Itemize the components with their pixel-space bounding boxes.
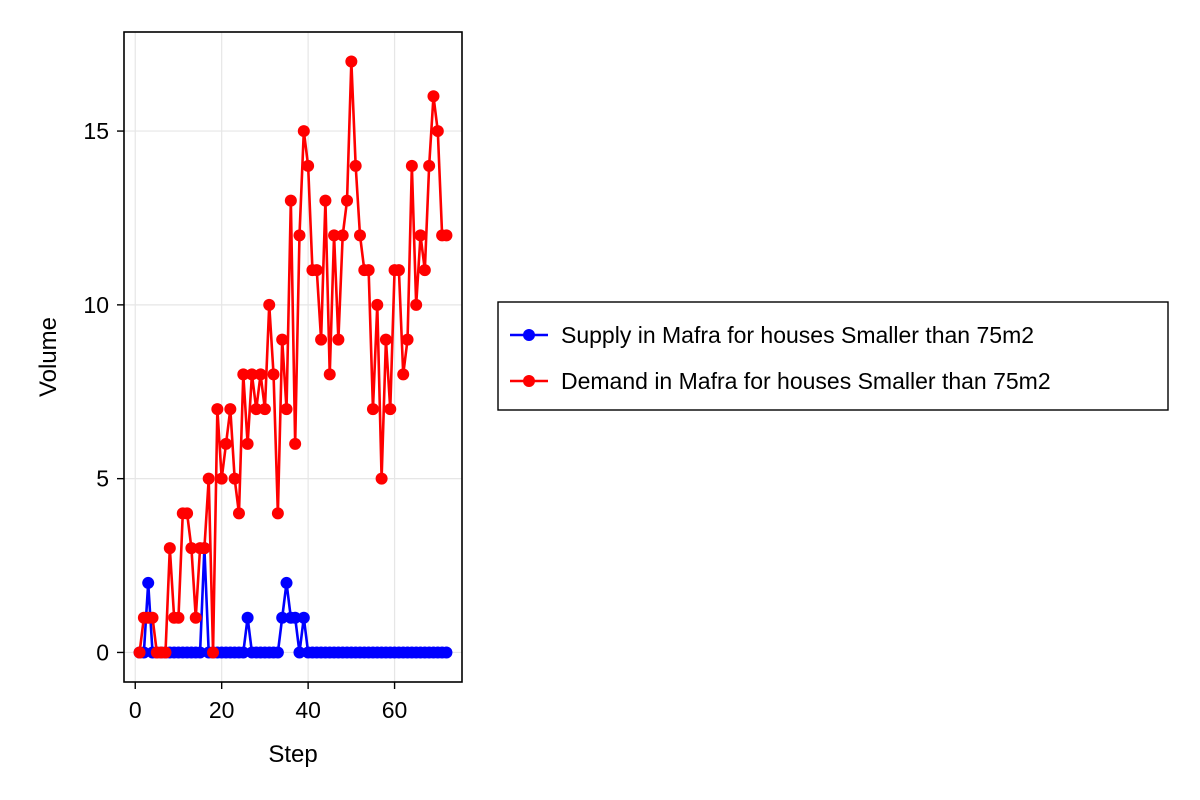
data-point — [271, 646, 284, 659]
data-point — [392, 264, 405, 277]
data-point — [341, 194, 354, 207]
data-point — [207, 646, 220, 659]
data-point — [241, 611, 254, 624]
data-point — [241, 437, 254, 450]
x-tick-label: 60 — [382, 697, 408, 723]
data-point — [202, 472, 215, 485]
data-point — [297, 611, 310, 624]
data-point — [271, 507, 284, 520]
y-tick-label: 15 — [83, 118, 109, 144]
data-point — [232, 507, 245, 520]
data-point — [332, 333, 345, 346]
data-point — [289, 437, 302, 450]
x-tick-label: 20 — [209, 697, 235, 723]
data-point — [237, 368, 250, 381]
data-point — [297, 125, 310, 138]
data-point — [276, 611, 289, 624]
data-point — [315, 333, 328, 346]
data-point — [284, 194, 297, 207]
data-point — [215, 472, 228, 485]
data-point — [185, 542, 198, 555]
data-point — [293, 229, 306, 242]
series-layer — [133, 55, 453, 659]
legend-label: Demand in Mafra for houses Smaller than … — [561, 368, 1051, 394]
data-point — [228, 472, 241, 485]
data-point — [423, 159, 436, 172]
y-axis-title: Volume — [35, 317, 62, 397]
data-point — [427, 90, 440, 103]
data-point — [336, 229, 349, 242]
data-point — [353, 229, 366, 242]
data-point — [263, 298, 276, 311]
data-point — [414, 229, 427, 242]
data-point — [379, 333, 392, 346]
data-point — [220, 437, 233, 450]
data-point — [289, 611, 302, 624]
data-point — [310, 264, 323, 277]
data-point — [349, 159, 362, 172]
data-point — [276, 333, 289, 346]
data-point — [418, 264, 431, 277]
x-axis-title: Step — [268, 741, 317, 768]
data-point — [384, 403, 397, 416]
grid — [124, 32, 462, 682]
data-point — [397, 368, 410, 381]
plot-frame — [123, 31, 463, 683]
data-point — [189, 611, 202, 624]
data-point — [371, 298, 384, 311]
data-point — [302, 159, 315, 172]
data-point — [254, 368, 267, 381]
series-demand — [133, 55, 453, 659]
legend-box — [497, 301, 1169, 411]
axis-ticks: 0 20 40 60 0 5 10 15 — [83, 118, 407, 723]
legend-item: Supply in Mafra for houses Smaller than … — [510, 322, 1034, 348]
data-point — [405, 159, 418, 172]
legend: Supply in Mafra for houses Smaller than … — [497, 301, 1169, 411]
legend-label: Supply in Mafra for houses Smaller than … — [561, 322, 1034, 348]
legend-item: Demand in Mafra for houses Smaller than … — [510, 368, 1051, 394]
data-point — [172, 611, 185, 624]
data-point — [211, 403, 224, 416]
data-point — [440, 229, 453, 242]
data-point — [245, 368, 258, 381]
x-tick-label: 0 — [129, 697, 142, 723]
x-tick-label: 40 — [295, 697, 321, 723]
data-point — [319, 194, 332, 207]
data-point — [267, 368, 280, 381]
y-tick-label: 5 — [96, 466, 109, 492]
data-point — [163, 542, 176, 555]
data-point — [237, 646, 250, 659]
data-point — [133, 646, 146, 659]
data-point — [362, 264, 375, 277]
legend-marker-swatch — [523, 375, 535, 387]
data-point — [258, 403, 271, 416]
data-point — [375, 472, 388, 485]
data-point — [293, 646, 306, 659]
data-point — [142, 576, 155, 589]
data-point — [224, 403, 237, 416]
data-point — [440, 646, 453, 659]
data-point — [401, 333, 414, 346]
data-point — [323, 368, 336, 381]
data-point — [280, 576, 293, 589]
data-point — [159, 646, 172, 659]
data-point — [280, 403, 293, 416]
data-point — [194, 646, 207, 659]
data-point — [250, 403, 263, 416]
y-tick-label: 10 — [83, 292, 109, 318]
data-point — [328, 229, 341, 242]
y-tick-label: 0 — [96, 639, 109, 665]
data-point — [431, 125, 444, 138]
data-point — [410, 298, 423, 311]
data-point — [146, 611, 159, 624]
data-point — [345, 55, 358, 68]
legend-marker-swatch — [523, 329, 535, 341]
data-point — [366, 403, 379, 416]
data-point — [181, 507, 194, 520]
data-point — [198, 542, 211, 555]
